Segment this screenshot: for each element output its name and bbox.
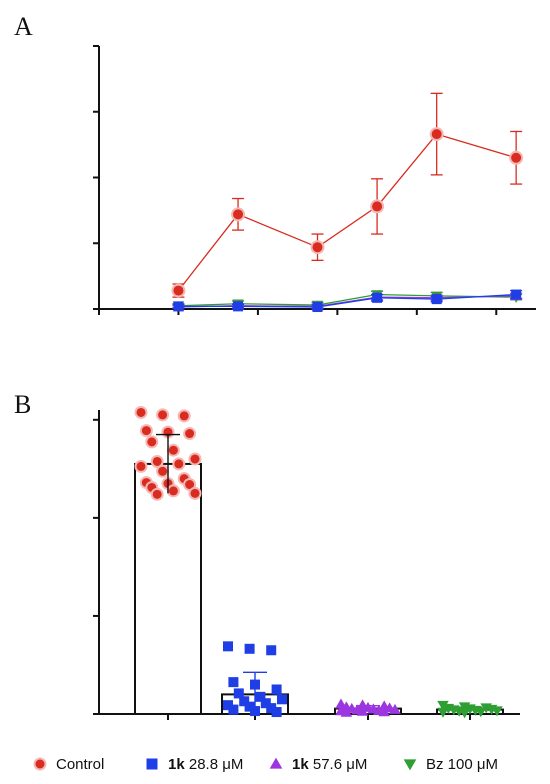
legend-label-compound: 1k <box>292 756 309 773</box>
data-point <box>173 301 184 312</box>
data-point <box>150 487 164 501</box>
data-point <box>150 454 164 468</box>
panel-b-label: B <box>14 390 31 419</box>
data-point <box>172 457 186 471</box>
data-point <box>437 700 449 711</box>
data-point <box>145 435 159 449</box>
data-point <box>372 292 383 303</box>
data-point <box>509 150 524 165</box>
data-point <box>228 677 239 688</box>
data-point <box>271 684 282 695</box>
data-point <box>223 700 233 711</box>
data-point <box>491 706 503 717</box>
circle-marker-icon <box>33 757 47 771</box>
legend-label: 1k 28.8 μM <box>168 756 243 773</box>
data-point <box>437 707 449 718</box>
legend-label-text: 57.6 μM <box>309 756 368 773</box>
data-point <box>188 486 202 500</box>
legend-label-text: 28.8 μM <box>185 756 244 773</box>
data-point <box>139 424 153 438</box>
data-point <box>233 688 244 699</box>
panel-a-line-chart <box>93 45 536 315</box>
data-point <box>389 703 401 714</box>
data-point <box>370 199 385 214</box>
series-line-3 <box>178 293 517 307</box>
panel-b-bar-chart <box>93 405 520 720</box>
data-point <box>431 294 442 305</box>
data-point <box>244 701 255 712</box>
data-point <box>166 484 180 498</box>
data-point <box>223 641 233 652</box>
data-point <box>266 645 277 656</box>
data-point <box>260 698 271 709</box>
data-point <box>134 459 148 473</box>
data-point <box>188 452 202 466</box>
data-point <box>233 301 244 312</box>
data-point <box>244 643 255 654</box>
square-marker-icon <box>146 758 158 770</box>
data-point <box>156 408 170 422</box>
data-point <box>356 705 369 716</box>
data-point <box>310 240 325 255</box>
legend-label: 1k 57.6 μM <box>292 756 367 773</box>
data-point <box>458 708 471 719</box>
legend-label: Control <box>56 756 104 773</box>
data-point <box>312 302 323 313</box>
bar <box>134 462 202 715</box>
panel-a-label: A <box>14 12 33 41</box>
data-point <box>378 706 390 717</box>
data-point <box>177 409 191 423</box>
legend-item: Bz 100 μM <box>403 756 498 773</box>
data-point <box>156 464 170 478</box>
legend-label: Bz 100 μM <box>426 756 498 773</box>
legend-item: 1k 28.8 μM <box>146 756 243 773</box>
triangle-down-marker-icon <box>403 759 417 771</box>
data-point <box>239 696 250 707</box>
data-point <box>429 127 444 142</box>
data-point <box>228 704 239 715</box>
data-point <box>231 207 246 222</box>
data-point <box>511 289 522 300</box>
legend-label-text: Control <box>56 756 104 773</box>
legend-label-compound: 1k <box>168 756 185 773</box>
legend-item: Control <box>33 756 104 773</box>
legend-item: 1k 57.6 μM <box>269 756 367 773</box>
legend-label-text: Bz 100 μM <box>426 756 498 773</box>
series-line-0 <box>177 133 517 291</box>
triangle-up-marker-icon <box>269 757 283 769</box>
data-point <box>266 703 277 714</box>
data-point <box>340 706 353 717</box>
data-point <box>134 405 148 419</box>
data-point <box>475 707 487 718</box>
data-point <box>271 707 282 718</box>
data-point <box>183 427 197 441</box>
data-point <box>171 283 186 298</box>
data-point <box>255 691 266 702</box>
legend: Control 1k 28.8 μM 1k 57.6 μM Bz 100 μM <box>33 756 498 773</box>
data-point <box>277 694 287 705</box>
series-line-1 <box>178 293 517 308</box>
data-point <box>166 443 180 457</box>
